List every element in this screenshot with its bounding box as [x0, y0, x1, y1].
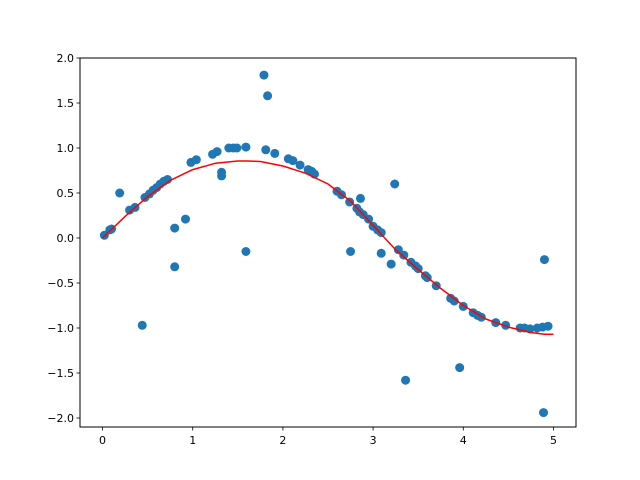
x-tick-label: 0: [99, 434, 106, 447]
scatter-point: [241, 247, 251, 256]
y-tick-label: 1.5: [57, 97, 75, 110]
scatter-point: [364, 214, 374, 224]
y-tick-label: 1.0: [57, 142, 75, 155]
scatter-point: [455, 363, 465, 373]
scatter-point: [263, 91, 273, 101]
plot-area: [99, 70, 554, 418]
scatter-point: [539, 255, 549, 265]
scatter-point: [241, 142, 251, 152]
x-tick-label: 5: [550, 434, 557, 447]
y-tick-label: −1.0: [47, 322, 74, 335]
scatter-point: [449, 296, 459, 306]
scatter-point: [270, 148, 280, 158]
y-tick-label: 0.0: [57, 232, 75, 245]
scatter-point: [376, 248, 386, 258]
x-tick-label: 4: [460, 434, 467, 447]
y-tick-label: −2.0: [47, 412, 74, 425]
scatter-point: [191, 155, 201, 165]
scatter-point: [288, 156, 298, 166]
scatter-point: [162, 175, 172, 184]
scatter-point: [295, 160, 305, 170]
axes-frame: [79, 57, 577, 428]
scatter-point: [115, 188, 125, 198]
scatter-point: [386, 259, 396, 269]
scatter-point: [401, 375, 411, 385]
scatter-point: [232, 143, 242, 153]
x-tick-label: 3: [370, 434, 377, 447]
x-axis: 0 1 2 3 4 5: [99, 427, 557, 447]
scatter-point: [345, 197, 355, 207]
y-tick-label: 0.5: [57, 187, 75, 200]
scatter-point: [543, 321, 553, 331]
scatter-point: [137, 320, 147, 330]
scatter-point: [217, 171, 227, 181]
scatter-point: [355, 193, 365, 203]
scatter-point: [346, 247, 356, 256]
y-axis: −2.0 −1.5 −1.0 −0.5 0.0 0.5 1.0 1.5 2.0: [47, 52, 80, 425]
x-tick-label: 1: [189, 434, 196, 447]
scatter-point: [170, 262, 180, 272]
scatter-point: [259, 70, 269, 80]
scatter-point: [181, 214, 191, 224]
scatter-point: [399, 250, 409, 260]
scatter-point: [539, 408, 549, 418]
scatter-point: [170, 223, 180, 233]
x-tick-label: 2: [279, 434, 286, 447]
scatter-point: [390, 179, 400, 189]
scatter-point: [212, 147, 222, 157]
y-tick-label: −0.5: [47, 277, 74, 290]
y-tick-label: 2.0: [57, 52, 75, 65]
scatter-point: [376, 228, 386, 238]
scatter-point: [261, 145, 271, 155]
y-tick-label: −1.5: [47, 367, 74, 380]
fit-curve: [102, 160, 554, 336]
